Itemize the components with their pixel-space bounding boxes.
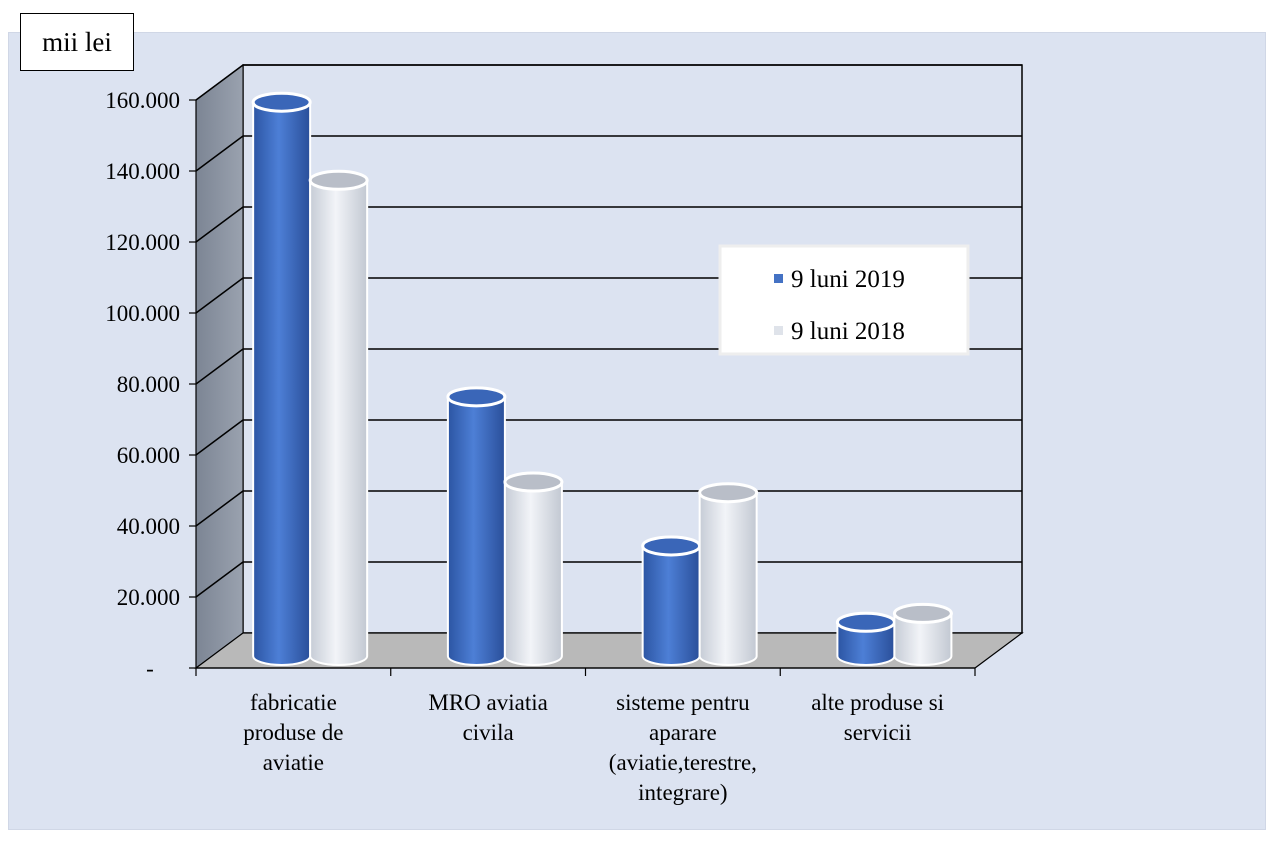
y-tick-label: 100.000: [105, 301, 180, 326]
y-tick-label: -: [146, 656, 154, 681]
legend-marker: [774, 274, 783, 283]
bar-top: [446, 386, 507, 408]
bar-top: [251, 91, 312, 113]
bar-top: [698, 482, 759, 504]
legend: 9 luni 2019 9 luni 2018: [718, 244, 970, 356]
gridline-side: [195, 490, 244, 527]
bar-top: [503, 471, 564, 493]
bar-body: [893, 612, 953, 666]
bar-top: [308, 169, 369, 191]
y-tick-label: 20.000: [117, 585, 180, 610]
unit-label: mii lei: [20, 13, 134, 71]
bar-top: [835, 611, 896, 633]
y-tick-label: 40.000: [117, 514, 180, 539]
y-tick-label: 80.000: [117, 372, 180, 397]
legend-marker: [774, 326, 783, 335]
bar-body: [309, 179, 369, 666]
category-label: fabricatie produse de aviatie: [243, 690, 343, 775]
bar: [308, 169, 369, 666]
bar-body: [252, 101, 312, 666]
bar: [251, 91, 312, 666]
legend-label: 9 luni 2018: [791, 318, 905, 345]
y-tick-label: 160.000: [105, 88, 180, 113]
bar-body: [641, 544, 701, 666]
bar: [892, 602, 953, 666]
bar-body: [503, 481, 563, 666]
gridline-side: [195, 419, 244, 456]
gridline-side: [195, 64, 244, 101]
bar: [698, 482, 759, 666]
category-label: alte produse si servicii: [811, 690, 944, 745]
gridline-side: [195, 277, 244, 314]
bar-top: [892, 602, 953, 624]
bar-body: [446, 395, 506, 666]
bar: [835, 611, 896, 666]
legend-label: 9 luni 2019: [791, 266, 905, 293]
gridline-side: [195, 561, 244, 598]
y-axis-ticks: - 20.000 40.000 60.000 80.000 100.000 120.000 1…: [105, 88, 196, 681]
bars: [251, 91, 953, 666]
gridline-side: [195, 135, 244, 172]
gridline-side: [195, 206, 244, 243]
y-tick-label: 60.000: [117, 443, 180, 468]
legend-box: [718, 244, 970, 356]
y-tick-label: 140.000: [105, 159, 180, 184]
bar: [446, 386, 507, 666]
category-label: sisteme pentru aparare (aviatie,terestre, i…: [609, 690, 757, 805]
bar-top: [641, 535, 702, 557]
bar-body: [836, 621, 896, 666]
x-axis-categories: fabricatie produse de aviatie MRO aviatia ci…: [243, 690, 944, 805]
bar: [503, 471, 564, 666]
category-label: MRO aviatia civila: [428, 690, 547, 745]
bar: [641, 535, 702, 666]
y-tick-label: 120.000: [105, 230, 180, 255]
gridline-side: [195, 348, 244, 385]
bar-body: [698, 491, 758, 666]
